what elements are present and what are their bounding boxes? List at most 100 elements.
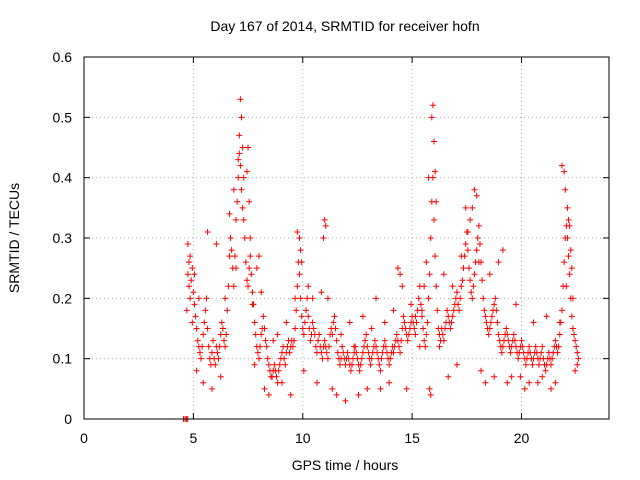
data-point [417, 301, 424, 308]
data-point [230, 283, 237, 290]
data-point [191, 301, 198, 308]
data-point [330, 319, 337, 326]
data-point [498, 349, 505, 356]
data-point [449, 283, 456, 290]
data-point [471, 186, 478, 193]
data-point [213, 241, 220, 248]
data-point [381, 319, 388, 326]
data-point [226, 253, 233, 260]
data-point [253, 265, 260, 272]
data-point [322, 222, 329, 229]
data-point [186, 283, 192, 290]
data-point [373, 343, 380, 350]
data-point [355, 391, 362, 398]
data-point [236, 132, 243, 139]
data-point [475, 259, 482, 266]
data-point [216, 343, 223, 350]
data-point [256, 355, 262, 362]
data-point [569, 295, 576, 302]
data-point [556, 319, 563, 326]
data-point [319, 355, 326, 362]
data-point [485, 331, 492, 338]
data-point [552, 379, 559, 386]
data-point [187, 295, 194, 302]
data-point [573, 343, 580, 350]
data-point [348, 361, 355, 368]
data-point [190, 289, 197, 296]
data-point [404, 337, 411, 344]
data-point [526, 343, 533, 350]
data-point [247, 235, 254, 241]
data-point [536, 361, 542, 368]
data-point [460, 265, 467, 272]
x-tick-label: 5 [189, 430, 197, 446]
data-point [287, 391, 294, 398]
data-point [469, 204, 476, 211]
data-point [326, 343, 332, 350]
data-point [447, 325, 454, 332]
data-point [217, 373, 224, 380]
data-point [390, 349, 397, 356]
data-point [494, 319, 501, 326]
data-point [274, 331, 281, 338]
grid-lines [84, 57, 609, 419]
data-point [191, 271, 198, 278]
x-tick-label: 20 [514, 430, 530, 446]
data-point [199, 343, 206, 350]
data-point [532, 343, 539, 350]
data-point [276, 361, 283, 368]
data-point [474, 235, 481, 241]
data-point [421, 283, 428, 290]
data-point [297, 295, 304, 302]
data-point [453, 289, 460, 296]
data-point [246, 198, 253, 205]
data-point [368, 355, 375, 362]
data-point [226, 210, 233, 217]
data-point [515, 355, 522, 362]
data-point [423, 259, 430, 266]
data-point [296, 271, 303, 278]
data-point [466, 265, 472, 272]
data-point [574, 361, 581, 368]
data-point [418, 313, 425, 320]
data-point [376, 361, 383, 368]
data-point [561, 168, 568, 175]
data-point [462, 241, 469, 248]
data-point [318, 289, 325, 296]
data-point [336, 361, 343, 368]
data-point [386, 379, 393, 386]
data-point [257, 343, 264, 350]
data-point [230, 186, 237, 193]
data-point [432, 253, 439, 260]
data-point [399, 283, 406, 290]
data-point [499, 247, 506, 254]
data-point [271, 361, 278, 368]
data-point [245, 144, 252, 151]
data-point [265, 391, 272, 398]
data-point [374, 349, 381, 356]
data-point [353, 349, 360, 356]
data-point [246, 265, 253, 272]
data-point [428, 114, 435, 121]
data-point [558, 307, 565, 314]
y-tick-label: 0.2 [53, 290, 73, 306]
data-point [459, 277, 466, 284]
data-point [298, 313, 305, 320]
data-point [568, 313, 575, 320]
data-point [538, 349, 545, 356]
data-point [362, 337, 369, 344]
data-point [364, 385, 371, 392]
data-point [200, 379, 207, 386]
data-point [303, 307, 310, 314]
data-point [189, 265, 196, 272]
data-point [513, 301, 520, 308]
data-point [373, 295, 380, 302]
data-point [371, 337, 378, 344]
data-point [448, 319, 455, 326]
data-point [567, 247, 574, 254]
data-point [476, 241, 483, 248]
data-point [572, 337, 579, 344]
y-tick-label: 0.1 [53, 351, 73, 367]
data-point [247, 253, 254, 260]
